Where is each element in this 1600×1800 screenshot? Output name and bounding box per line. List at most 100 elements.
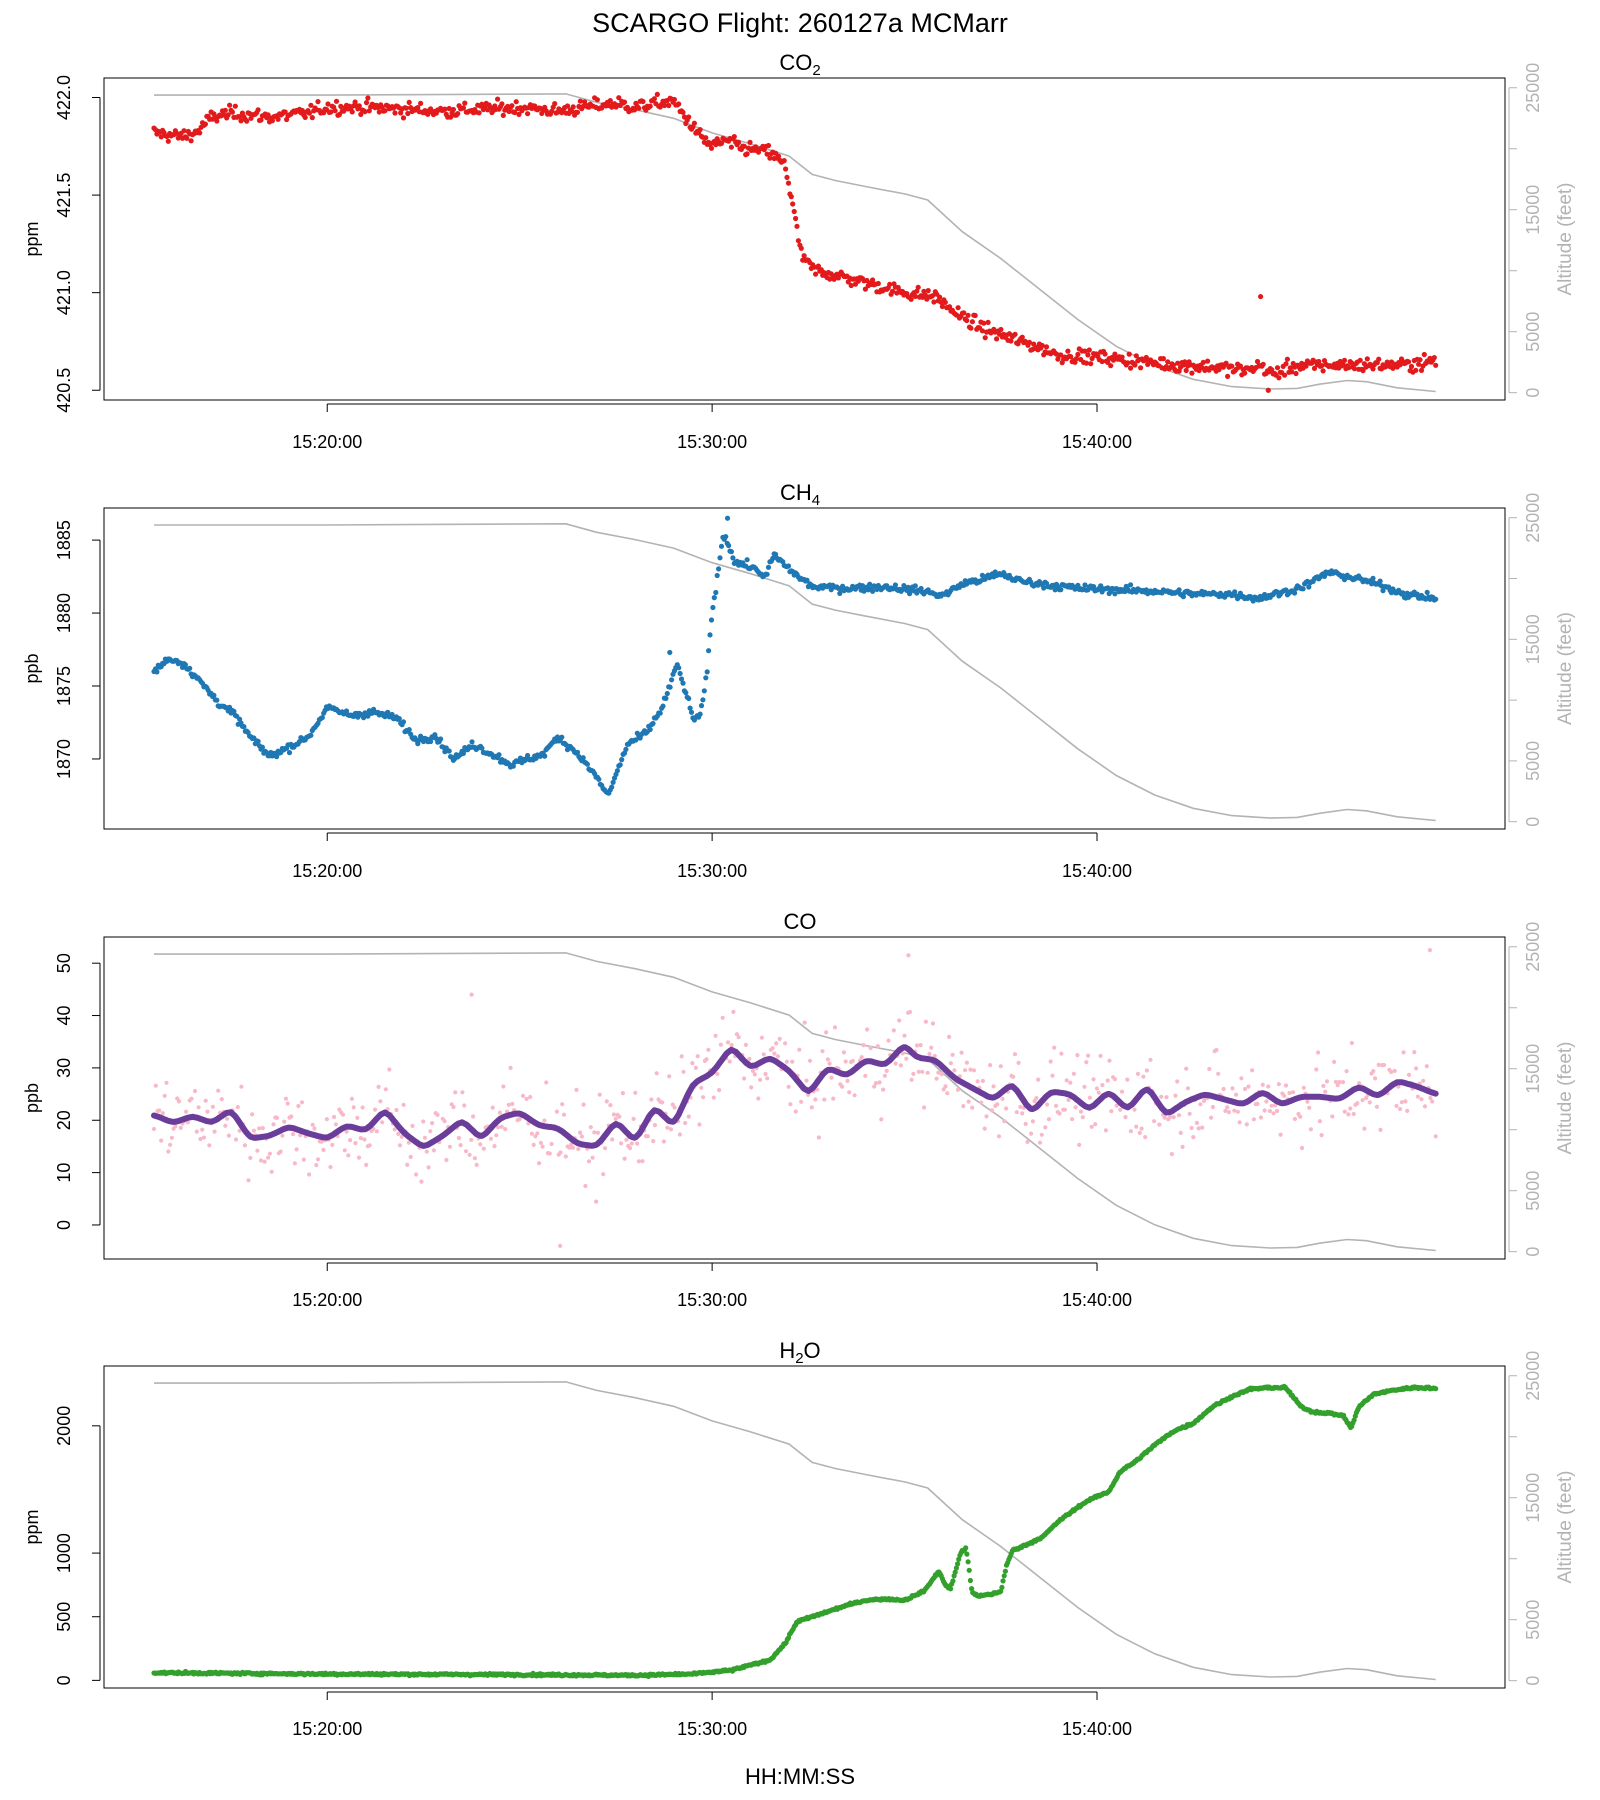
- co2-point: [405, 110, 411, 117]
- co2-point: [442, 106, 448, 112]
- co2-point: [495, 96, 501, 102]
- altitude-tick-label: 25000: [1523, 493, 1543, 543]
- co2-point: [349, 109, 355, 115]
- co-raw-point: [875, 1044, 880, 1049]
- co2-point: [181, 128, 187, 134]
- co-raw-point: [914, 1043, 920, 1048]
- co-raw-point: [1070, 1117, 1075, 1122]
- co-raw-point: [1221, 1086, 1226, 1092]
- co2-point: [1119, 354, 1125, 360]
- h2o-point: [998, 1588, 1004, 1594]
- co-raw-point: [424, 1149, 429, 1154]
- co-raw-point: [1046, 1117, 1051, 1122]
- co-raw-point: [916, 1069, 921, 1074]
- co2-point: [691, 120, 698, 126]
- co2-point: [1351, 366, 1358, 372]
- co-raw-point: [255, 1148, 260, 1153]
- altitude-tick-label: 5000: [1523, 1600, 1543, 1640]
- co2-point: [788, 194, 794, 200]
- co-raw-point: [1034, 1096, 1039, 1101]
- co-raw-point: [731, 1009, 736, 1015]
- co2-point: [1126, 351, 1132, 357]
- co-raw-point: [665, 1125, 670, 1130]
- co2-point: [506, 108, 512, 115]
- y-axis-label: ppb: [22, 1083, 42, 1113]
- co-raw-point: [332, 1114, 337, 1120]
- co-raw-point: [939, 1072, 945, 1077]
- co-raw-point: [788, 1102, 793, 1107]
- co-raw-point: [690, 1061, 695, 1066]
- co-raw-point: [975, 1079, 980, 1084]
- co-raw-point: [668, 1127, 674, 1132]
- co-raw-point: [1114, 1103, 1119, 1108]
- co-raw-point: [699, 1085, 704, 1090]
- co-raw-point: [1168, 1114, 1173, 1119]
- co-raw-point: [784, 1059, 790, 1064]
- co2-point: [744, 151, 750, 157]
- co-raw-point: [207, 1143, 212, 1148]
- co-raw-point: [1169, 1152, 1174, 1157]
- co-raw-point: [492, 1144, 497, 1149]
- x-tick-label: 15:40:00: [1062, 861, 1132, 881]
- x-tick-label: 15:20:00: [292, 432, 362, 452]
- ch4-point: [1082, 582, 1088, 588]
- co2-point: [835, 275, 842, 281]
- co-raw-point: [1152, 1119, 1157, 1124]
- co-raw-point: [661, 1139, 667, 1144]
- ch4-point: [717, 555, 723, 561]
- co-raw-point: [959, 1050, 964, 1055]
- ch4-point: [406, 727, 412, 733]
- co-raw-point: [1187, 1111, 1192, 1116]
- y-axis-label: ppm: [22, 1509, 42, 1544]
- co-raw-point: [1412, 1050, 1417, 1055]
- co-raw-point: [242, 1143, 247, 1148]
- co-raw-point: [1287, 1090, 1292, 1096]
- co-raw-point: [549, 1141, 554, 1147]
- co2-point: [229, 109, 235, 115]
- co-raw-point: [1389, 1069, 1394, 1075]
- ch4-point: [700, 697, 706, 703]
- ch4-point: [1091, 584, 1097, 590]
- co2-outlier: [1257, 293, 1264, 300]
- co-raw-point: [246, 1178, 251, 1183]
- co-raw-point: [756, 1096, 761, 1101]
- co-raw-point: [930, 1021, 936, 1026]
- altitude-tick-label: 15000: [1523, 1473, 1543, 1523]
- co-raw-point: [1132, 1107, 1137, 1112]
- co-raw-point: [1223, 1108, 1228, 1113]
- co2-point: [1160, 356, 1166, 362]
- co2-point: [651, 96, 658, 102]
- co-raw-point: [1196, 1126, 1201, 1131]
- co-raw-point: [223, 1123, 228, 1128]
- co-raw-point: [1251, 1117, 1256, 1122]
- y-tick-label: 1000: [54, 1533, 74, 1573]
- ch4-point: [574, 749, 581, 756]
- y-tick-label: 500: [54, 1602, 74, 1632]
- co-raw-point: [1173, 1093, 1178, 1098]
- co-raw-point: [1373, 1076, 1378, 1081]
- co2-point: [569, 108, 575, 115]
- co-raw-point: [1094, 1086, 1100, 1091]
- co2-point: [1303, 363, 1309, 369]
- co-raw-point: [922, 1105, 927, 1110]
- co2-point: [476, 110, 482, 116]
- co2-point: [1242, 370, 1248, 376]
- co-raw-point: [879, 1117, 884, 1122]
- co-raw-point: [351, 1105, 356, 1110]
- co2-point: [594, 97, 601, 103]
- co-raw-point: [747, 1056, 752, 1061]
- co-raw-point: [809, 1105, 814, 1110]
- co2-point: [398, 110, 404, 116]
- co-raw-point: [1105, 1078, 1110, 1083]
- co-raw-point: [1335, 1083, 1340, 1088]
- h2o-point: [955, 1561, 961, 1567]
- co-raw-point: [1162, 1115, 1167, 1120]
- co-raw-point: [718, 1042, 724, 1047]
- ch4-point: [744, 557, 750, 563]
- co2-point: [258, 117, 264, 123]
- h2o-point: [953, 1565, 960, 1571]
- co2-point: [392, 110, 398, 116]
- h2o-point: [952, 1569, 958, 1575]
- co-raw-point: [583, 1183, 588, 1189]
- co-raw-point: [554, 1109, 560, 1114]
